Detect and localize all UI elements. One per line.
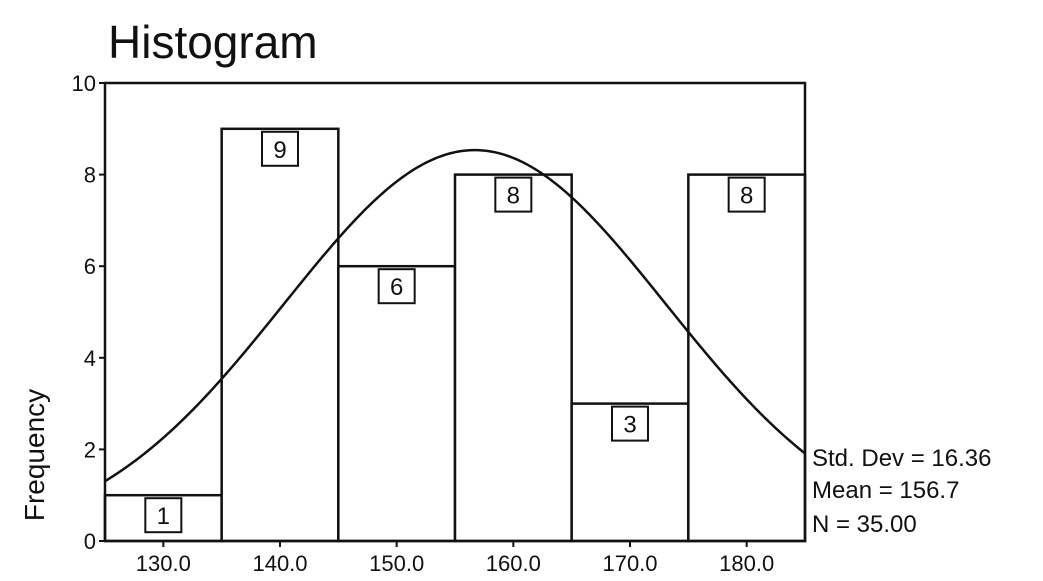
y-tick-label: 6 (84, 254, 96, 279)
y-tick-label: 10 (72, 71, 96, 96)
y-tick-label: 0 (84, 529, 96, 554)
x-tick-label: 180.0 (719, 551, 774, 576)
histogram-bar (453, 173, 573, 543)
count-label: 6 (390, 274, 403, 301)
plot-frame (103, 81, 807, 543)
mean-stat: Mean = 156.7 (812, 477, 959, 504)
y-axis-label: Frequency (19, 389, 50, 521)
count-label-box (727, 176, 766, 213)
count-label-box (261, 130, 299, 167)
y-axis-ticks: 0 2 4 6 8 10 (72, 71, 105, 554)
histogram-bar (220, 127, 340, 543)
count-label: 8 (740, 183, 753, 210)
count-label: 9 (273, 137, 286, 164)
y-tick-label: 2 (84, 437, 96, 462)
x-tick-label: 150.0 (369, 551, 424, 576)
std-dev-stat: Std. Dev = 16.36 (812, 445, 991, 472)
histogram-bar (337, 264, 457, 543)
y-tick-label: 4 (84, 346, 96, 371)
x-tick-label: 160.0 (486, 551, 541, 576)
count-labels-layer: 1 9 6 8 3 8 (144, 130, 766, 534)
x-tick-label: 170.0 (602, 551, 657, 576)
count-label-box (611, 405, 649, 442)
count-label: 8 (507, 183, 520, 210)
bars-layer (103, 127, 807, 543)
count-label-box (377, 268, 416, 305)
count-label: 3 (623, 412, 636, 439)
count-label-box (144, 497, 183, 534)
normal-curve (104, 148, 806, 483)
chart-title: Histogram (108, 16, 318, 68)
y-tick-label: 8 (84, 163, 96, 188)
histogram-bar (687, 173, 807, 543)
n-stat: N = 35.00 (812, 511, 917, 538)
count-label: 1 (157, 503, 170, 530)
x-tick-label: 130.0 (136, 551, 191, 576)
x-axis-ticks: 130.0 140.0 150.0 160.0 170.0 180.0 (136, 541, 774, 576)
count-label-box (494, 176, 533, 213)
x-tick-label: 140.0 (252, 551, 307, 576)
